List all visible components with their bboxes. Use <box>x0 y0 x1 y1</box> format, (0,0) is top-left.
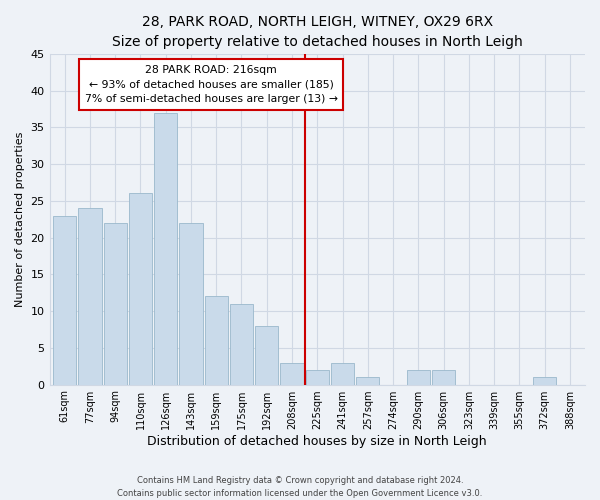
Bar <box>305 370 329 384</box>
Bar <box>53 216 76 384</box>
Bar <box>154 112 178 384</box>
Bar <box>331 362 354 384</box>
Bar <box>205 296 228 384</box>
Text: 28 PARK ROAD: 216sqm
← 93% of detached houses are smaller (185)
7% of semi-detac: 28 PARK ROAD: 216sqm ← 93% of detached h… <box>85 65 338 104</box>
Bar <box>280 362 304 384</box>
Bar <box>104 223 127 384</box>
Text: Contains HM Land Registry data © Crown copyright and database right 2024.
Contai: Contains HM Land Registry data © Crown c… <box>118 476 482 498</box>
Bar <box>255 326 278 384</box>
Title: 28, PARK ROAD, NORTH LEIGH, WITNEY, OX29 6RX
Size of property relative to detach: 28, PARK ROAD, NORTH LEIGH, WITNEY, OX29… <box>112 15 523 48</box>
Bar <box>407 370 430 384</box>
Bar <box>432 370 455 384</box>
Bar <box>356 377 379 384</box>
Bar <box>230 304 253 384</box>
Y-axis label: Number of detached properties: Number of detached properties <box>15 132 25 307</box>
Bar <box>179 223 203 384</box>
X-axis label: Distribution of detached houses by size in North Leigh: Distribution of detached houses by size … <box>148 434 487 448</box>
Bar <box>533 377 556 384</box>
Bar <box>79 208 101 384</box>
Bar <box>129 194 152 384</box>
